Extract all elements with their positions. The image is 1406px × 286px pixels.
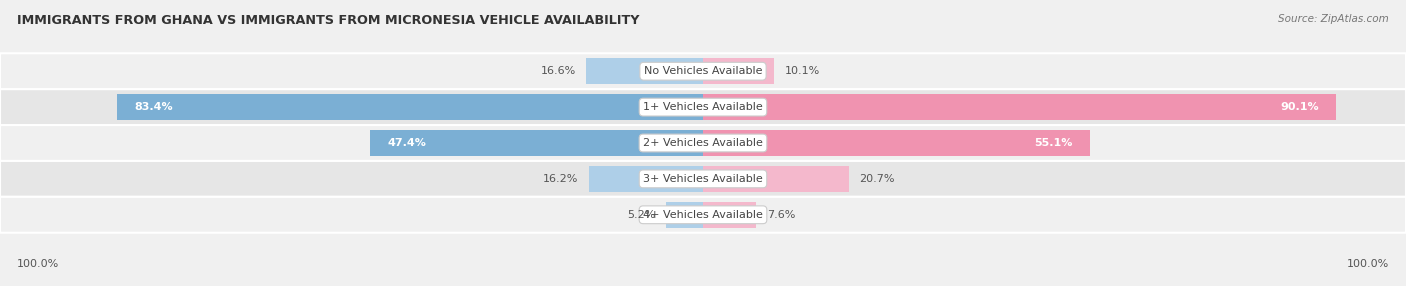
- Bar: [703, 58, 775, 84]
- Text: Source: ZipAtlas.com: Source: ZipAtlas.com: [1278, 14, 1389, 24]
- Text: 3+ Vehicles Available: 3+ Vehicles Available: [643, 174, 763, 184]
- Bar: [703, 130, 1091, 156]
- Text: 47.4%: 47.4%: [388, 138, 426, 148]
- Text: 16.6%: 16.6%: [540, 66, 576, 76]
- Text: 1+ Vehicles Available: 1+ Vehicles Available: [643, 102, 763, 112]
- Text: 100.0%: 100.0%: [17, 259, 59, 269]
- Bar: [703, 166, 849, 192]
- Text: IMMIGRANTS FROM GHANA VS IMMIGRANTS FROM MICRONESIA VEHICLE AVAILABILITY: IMMIGRANTS FROM GHANA VS IMMIGRANTS FROM…: [17, 14, 640, 27]
- Text: 90.1%: 90.1%: [1281, 102, 1319, 112]
- Text: 55.1%: 55.1%: [1035, 138, 1073, 148]
- Bar: [370, 130, 703, 156]
- Text: 20.7%: 20.7%: [859, 174, 894, 184]
- Text: 2+ Vehicles Available: 2+ Vehicles Available: [643, 138, 763, 148]
- Bar: [589, 166, 703, 192]
- FancyBboxPatch shape: [0, 53, 1406, 89]
- Bar: [703, 202, 756, 228]
- Text: No Vehicles Available: No Vehicles Available: [644, 66, 762, 76]
- Text: 4+ Vehicles Available: 4+ Vehicles Available: [643, 210, 763, 220]
- FancyBboxPatch shape: [0, 197, 1406, 233]
- Bar: [117, 94, 703, 120]
- FancyBboxPatch shape: [0, 89, 1406, 125]
- FancyBboxPatch shape: [0, 161, 1406, 197]
- Text: 16.2%: 16.2%: [543, 174, 579, 184]
- Bar: [666, 202, 703, 228]
- Bar: [586, 58, 703, 84]
- Bar: [703, 94, 1336, 120]
- Text: 100.0%: 100.0%: [1347, 259, 1389, 269]
- Text: 5.2%: 5.2%: [627, 210, 655, 220]
- Text: 83.4%: 83.4%: [134, 102, 173, 112]
- Text: 10.1%: 10.1%: [785, 66, 820, 76]
- Text: 7.6%: 7.6%: [768, 210, 796, 220]
- FancyBboxPatch shape: [0, 125, 1406, 161]
